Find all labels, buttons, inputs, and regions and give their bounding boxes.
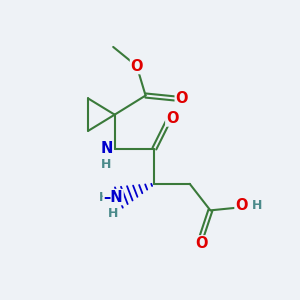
Text: O: O: [166, 111, 178, 126]
Text: H: H: [252, 200, 262, 212]
Text: N: N: [100, 141, 112, 156]
Text: O: O: [195, 236, 208, 251]
Text: O: O: [235, 198, 247, 213]
Text: H: H: [99, 190, 109, 204]
Text: –N: –N: [103, 190, 123, 205]
Text: H: H: [101, 158, 112, 171]
Text: O: O: [130, 58, 143, 74]
Text: H: H: [108, 207, 119, 220]
Text: O: O: [175, 91, 188, 106]
